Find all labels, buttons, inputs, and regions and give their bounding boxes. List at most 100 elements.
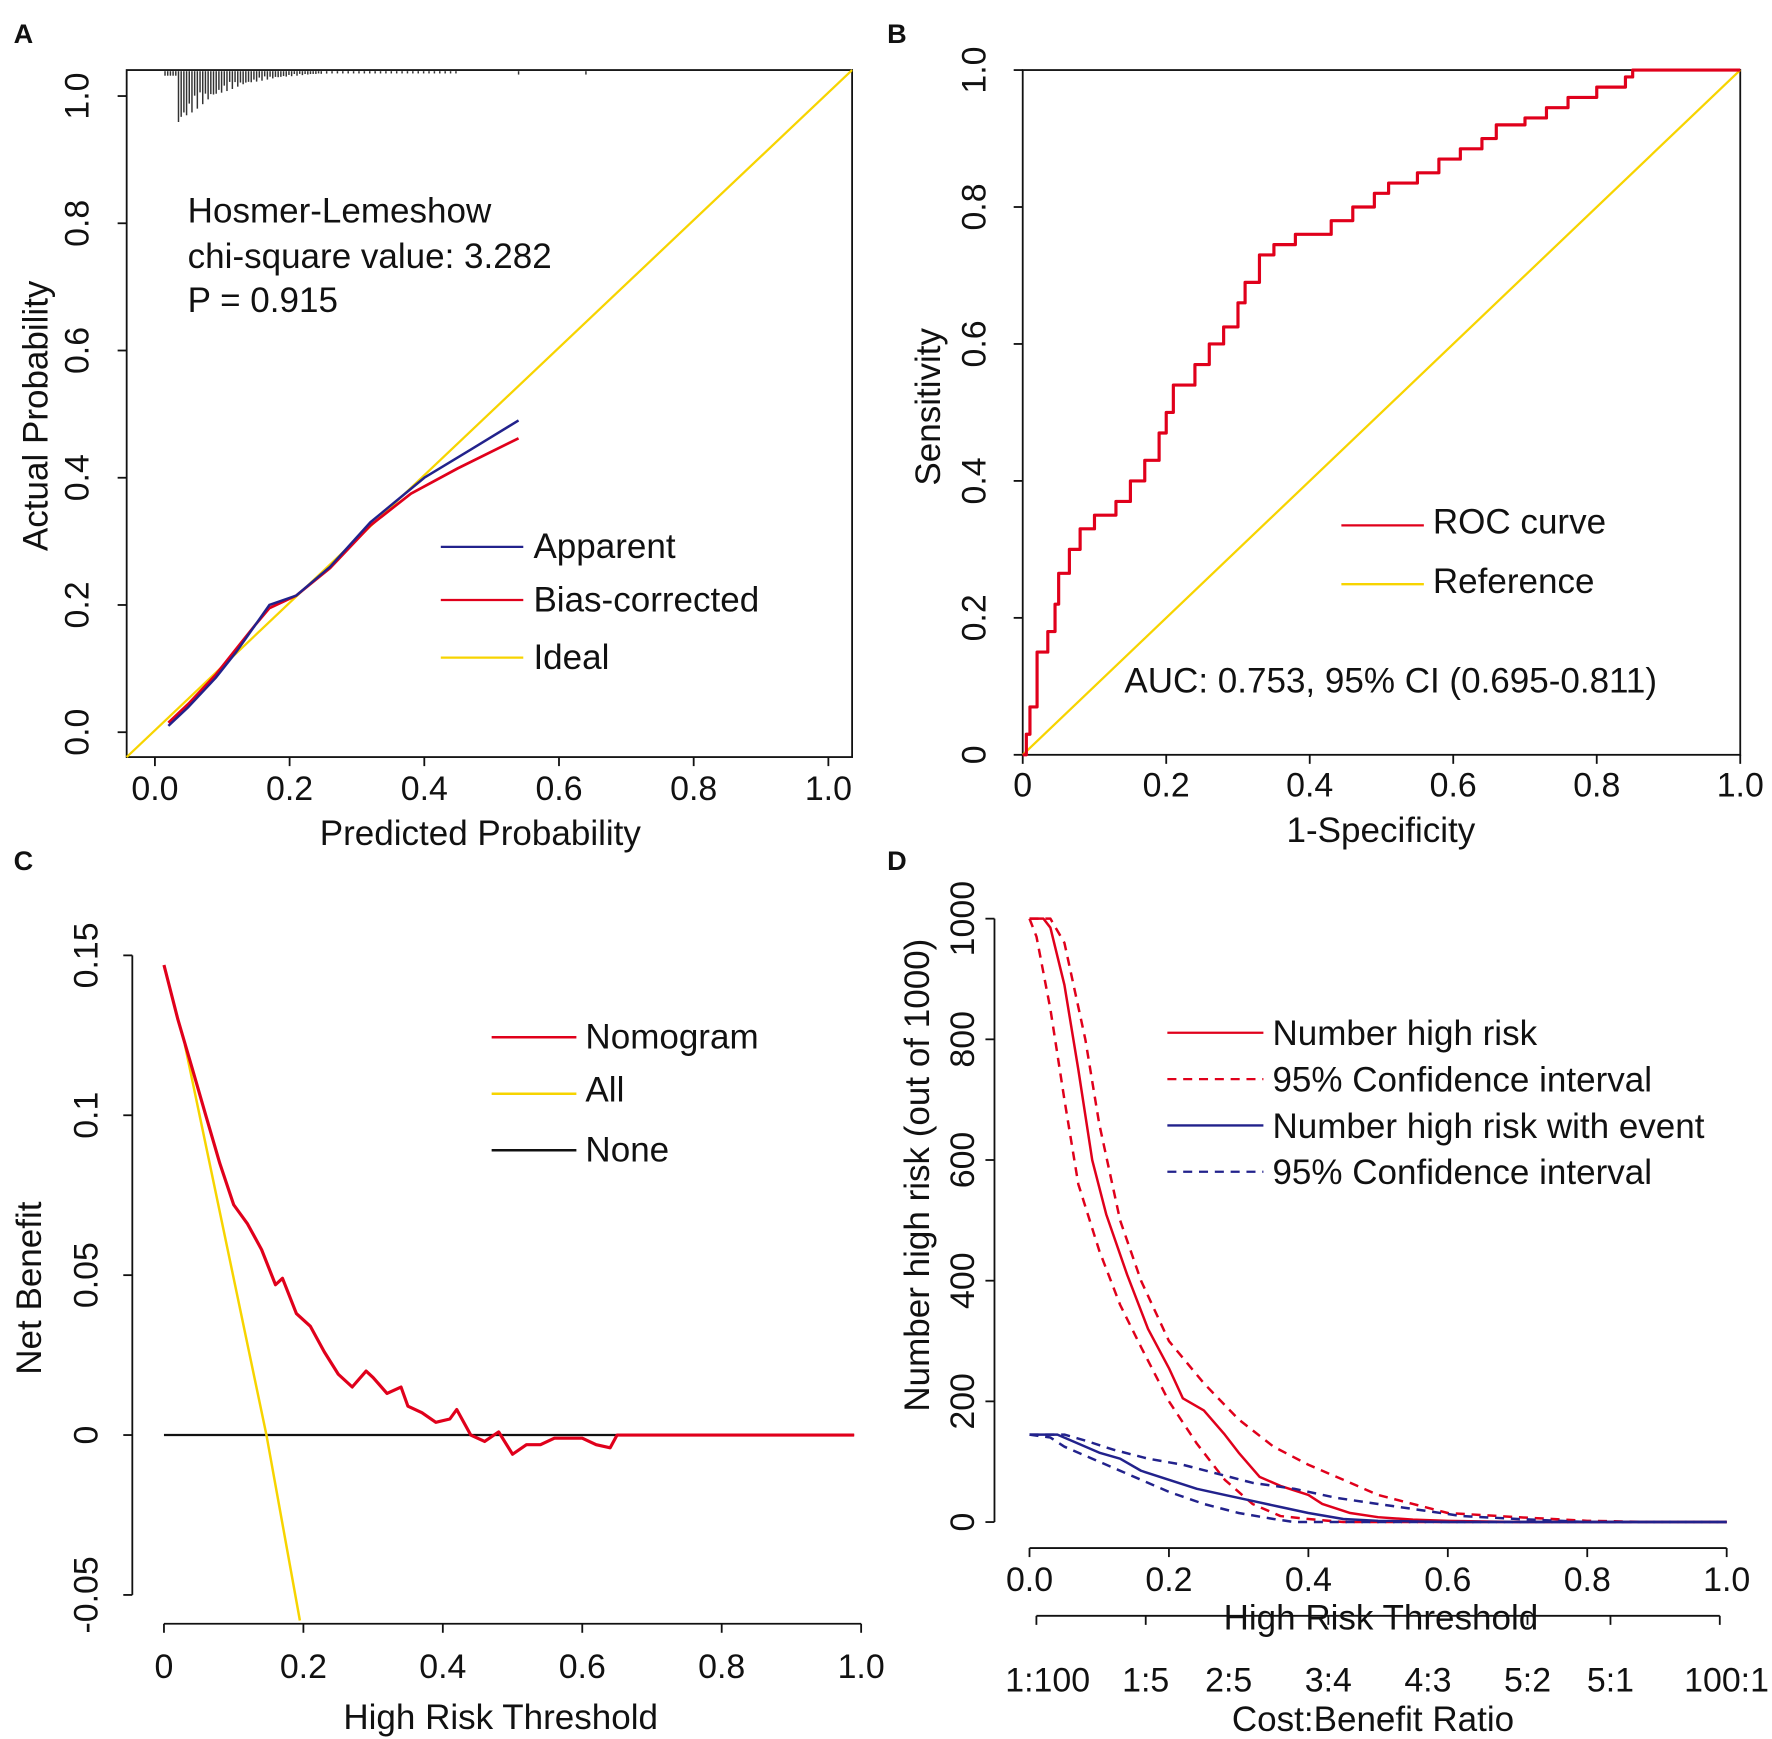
d-legend-number-with-event: Number high risk with event <box>1272 1107 1704 1146</box>
a-x-tick-label: 0.8 <box>670 770 717 808</box>
d-legend-number-high-risk: Number high risk <box>1272 1014 1537 1053</box>
c-y-tick-label: 0 <box>67 1426 105 1445</box>
c-y-tick-label: 0.15 <box>67 922 105 988</box>
d-legend-ci-event: 95% Confidence interval <box>1272 1153 1652 1192</box>
a-y-tick-label: 0.0 <box>58 709 96 756</box>
c-x-tick-label: 0.4 <box>419 1648 466 1686</box>
d-cost-benefit-tick-label: 100:1 <box>1684 1662 1769 1700</box>
d-cost-benefit-tick-label: 1:5 <box>1122 1662 1169 1700</box>
d-risk-ci-upper-line <box>1029 917 1727 1524</box>
panel-label-d: D <box>887 845 907 876</box>
a-plot-box <box>125 69 854 758</box>
c-y-tick-label: 0.1 <box>67 1092 105 1139</box>
c-legend-all: All <box>585 1071 624 1110</box>
a-y-tick-label: 0.6 <box>58 327 96 374</box>
d-y-tick-label: 0 <box>944 1513 982 1532</box>
a-annotation-line1: Hosmer-Lemeshow <box>188 192 492 231</box>
d-cost-benefit-tick-label: 5:1 <box>1587 1662 1634 1700</box>
c-x-tick-label: 0.2 <box>280 1648 327 1686</box>
d-y-tick-label: 200 <box>944 1373 982 1430</box>
a-y-tick-label: 0.4 <box>58 454 96 501</box>
panel-label-b: B <box>887 18 907 49</box>
c-nomogram-line <box>162 964 855 1456</box>
c-legend-nomogram: Nomogram <box>585 1018 758 1057</box>
d-number-high-risk-line <box>1029 917 1727 1524</box>
d-legend-ci-risk: 95% Confidence interval <box>1272 1061 1652 1100</box>
d-x-tick-label: 1.0 <box>1703 1561 1750 1599</box>
d-risk-ci-lower-line <box>1028 918 1727 1524</box>
c-x-tick-label: 0.8 <box>698 1648 745 1686</box>
b-auc-text: AUC: 0.753, 95% CI (0.695-0.811) <box>1124 662 1657 701</box>
a-legend-ideal: Ideal <box>533 638 609 677</box>
c-y-tick-label: 0.05 <box>67 1242 105 1308</box>
b-legend-roc: ROC curve <box>1433 502 1606 541</box>
d-y-tick-label: 400 <box>944 1252 982 1309</box>
d-x-tick-label: 0.8 <box>1564 1561 1611 1599</box>
d-ylabel: Number high risk (out of 1000) <box>898 939 937 1412</box>
b-roc-curve <box>1022 68 1741 757</box>
d-event-line <box>1029 1433 1727 1524</box>
a-x-tick-label: 0.0 <box>131 770 178 808</box>
panel-label-c: C <box>14 845 34 876</box>
d-cost-benefit-tick-label: 4:3 <box>1404 1662 1451 1700</box>
c-legend-none: None <box>585 1131 669 1170</box>
d-x2label: Cost:Benefit Ratio <box>1232 1700 1514 1739</box>
d-event-ci-lower-line <box>1029 1433 1727 1524</box>
a-annotation-line3: P = 0.915 <box>188 281 338 320</box>
d-cost-benefit-tick-label: 5:2 <box>1504 1662 1551 1700</box>
a-y-tick-label: 1.0 <box>58 72 96 119</box>
b-y-tick-label: 0.8 <box>955 183 993 230</box>
d-xlabel: High Risk Threshold <box>1224 1598 1539 1637</box>
b-reference-line <box>1021 69 1742 756</box>
d-y-tick-label: 600 <box>944 1132 982 1189</box>
b-legend-reference: Reference <box>1433 562 1595 601</box>
a-y-tick-label: 0.2 <box>58 581 96 628</box>
b-x-tick-label: 0.8 <box>1573 767 1620 805</box>
a-annotation-line2: chi-square value: 3.282 <box>188 237 552 276</box>
d-cost-benefit-tick-label: 2:5 <box>1205 1662 1252 1700</box>
a-bias-corrected-line <box>167 437 520 724</box>
b-xlabel: 1-Specificity <box>1287 811 1476 850</box>
c-ylabel: Net Benefit <box>10 1201 49 1375</box>
a-ideal-line <box>125 69 853 758</box>
d-cost-benefit-tick-label: 1:100 <box>1005 1662 1090 1700</box>
d-x-tick-label: 0.4 <box>1285 1561 1332 1599</box>
b-x-tick-label: 0.6 <box>1430 767 1477 805</box>
a-x-tick-label: 0.4 <box>401 770 448 808</box>
b-y-tick-label: 0.4 <box>955 457 993 504</box>
b-ylabel: Sensitivity <box>909 327 948 485</box>
a-x-tick-label: 1.0 <box>805 770 852 808</box>
b-y-tick-label: 0.2 <box>955 594 993 641</box>
a-x-tick-label: 0.2 <box>266 770 313 808</box>
d-x-tick-label: 0.6 <box>1424 1561 1471 1599</box>
c-xlabel: High Risk Threshold <box>343 1698 658 1737</box>
d-cost-benefit-tick-label: 3:4 <box>1305 1662 1352 1700</box>
a-y-tick-label: 0.8 <box>58 200 96 247</box>
c-x-tick-label: 0 <box>155 1648 174 1686</box>
a-x-tick-label: 0.6 <box>535 770 582 808</box>
b-x-tick-label: 1.0 <box>1717 767 1764 805</box>
c-x-tick-label: 1.0 <box>838 1648 885 1686</box>
b-y-tick-label: 1.0 <box>955 47 993 94</box>
d-x-tick-label: 0.2 <box>1145 1561 1192 1599</box>
b-y-tick-label: 0 <box>955 745 993 764</box>
c-x-tick-label: 0.6 <box>559 1648 606 1686</box>
a-legend-apparent: Apparent <box>533 527 675 566</box>
panel-label-a: A <box>14 18 34 49</box>
c-all-line <box>183 1044 302 1621</box>
a-legend-bias-corrected: Bias-corrected <box>533 580 759 619</box>
c-y-tick-label: -0.05 <box>67 1556 105 1633</box>
b-plot-box <box>1021 69 1742 756</box>
d-y-tick-label: 800 <box>944 1011 982 1068</box>
d-y-tick-label: 1000 <box>944 881 982 956</box>
a-ylabel: Actual Probability <box>17 280 56 551</box>
b-y-tick-label: 0.6 <box>955 320 993 367</box>
d-event-ci-upper-line <box>1029 1433 1727 1524</box>
b-x-tick-label: 0 <box>1013 767 1032 805</box>
d-x-tick-label: 0.0 <box>1006 1561 1053 1599</box>
a-apparent-line <box>167 419 520 727</box>
b-x-tick-label: 0.4 <box>1286 767 1333 805</box>
a-xlabel: Predicted Probability <box>320 814 642 853</box>
b-x-tick-label: 0.2 <box>1143 767 1190 805</box>
